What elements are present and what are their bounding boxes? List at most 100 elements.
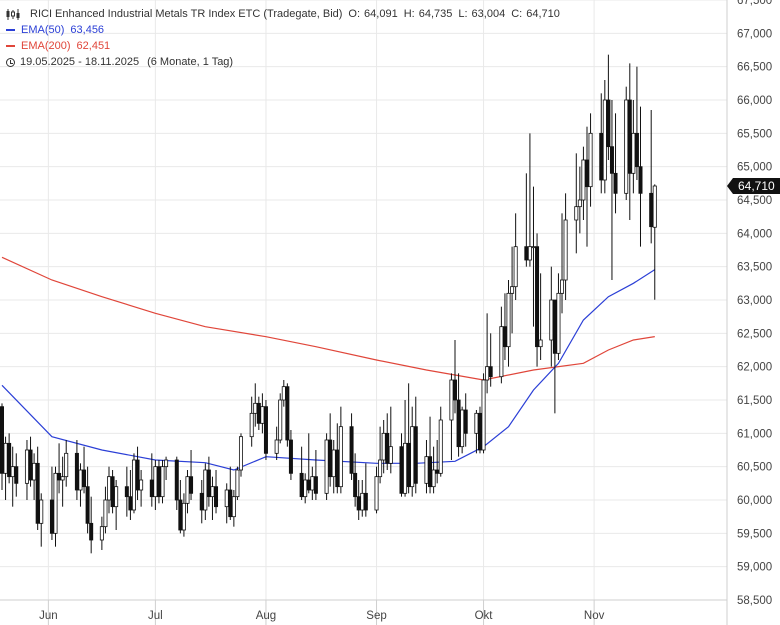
candle-body-down: [14, 466, 19, 484]
y-tick-label: 62,000: [737, 362, 772, 374]
candle: [174, 456, 179, 510]
candle: [606, 54, 611, 160]
candle-body-down: [634, 132, 639, 168]
candle-body-down: [313, 476, 318, 494]
candle-body-down: [128, 496, 133, 511]
candle-body-down: [285, 386, 290, 441]
candle: [139, 470, 144, 507]
candle-body-up: [481, 379, 486, 451]
candle: [107, 466, 112, 514]
candle-body-up: [527, 246, 532, 261]
candle: [574, 153, 579, 254]
candle: [313, 450, 318, 500]
candle-body-up: [249, 412, 254, 438]
candle: [513, 213, 518, 300]
candle-body-up: [203, 469, 208, 511]
candle-body-up: [210, 486, 215, 498]
candle: [99, 516, 104, 550]
candle-body-down: [627, 99, 632, 174]
chart-legend: RICI Enhanced Industrial Metals TR Index…: [6, 6, 560, 70]
candle: [85, 466, 90, 534]
candle: [185, 470, 190, 514]
candle: [631, 100, 636, 194]
candlestick-icon: [6, 8, 20, 20]
candle: [214, 470, 219, 514]
candle-body-up: [24, 449, 29, 484]
candle-body-up: [438, 419, 443, 474]
y-tick-label: 63,500: [737, 262, 772, 274]
candle: [556, 273, 561, 360]
candle: [531, 186, 536, 327]
candle-body-up: [424, 456, 429, 484]
candle-body-down: [488, 366, 493, 378]
candle-body-up: [3, 442, 8, 474]
candle: [39, 493, 44, 547]
candle: [206, 456, 211, 507]
candle: [53, 466, 58, 547]
candle-body-up: [556, 292, 561, 354]
candle: [460, 406, 465, 454]
candle-body-up: [374, 476, 379, 511]
candle: [299, 446, 304, 500]
candle-body-down: [463, 409, 468, 434]
candle-body-up: [485, 366, 490, 381]
candle-body-down: [135, 459, 140, 491]
candle-body-up: [549, 299, 554, 341]
candle-body-down: [609, 146, 614, 174]
candle-body-up: [360, 492, 365, 511]
candle-body-up: [460, 409, 465, 448]
legend-ema200: EMA(200) 62,451: [6, 38, 560, 54]
candle: [577, 166, 582, 234]
candle-body-down: [299, 472, 304, 498]
candle: [49, 466, 54, 540]
candle: [103, 486, 108, 534]
candle-body-down: [649, 192, 654, 228]
ema200-value: 62,451: [76, 40, 111, 52]
candle-body-down: [606, 99, 611, 148]
ema50-label: EMA(50): [21, 24, 65, 36]
candle: [588, 113, 593, 207]
candle: [449, 373, 454, 460]
candle: [57, 443, 62, 494]
candle-body-down: [124, 486, 129, 498]
candle: [624, 86, 629, 200]
candle-body-up: [131, 459, 136, 511]
candle: [224, 483, 229, 524]
candle-body-down: [435, 469, 440, 474]
candle: [463, 393, 468, 447]
y-tick-label: 64,000: [737, 228, 772, 240]
ema200-swatch: [6, 45, 15, 47]
candle-body-up: [153, 466, 158, 498]
candle-body-down: [82, 469, 87, 488]
candle: [438, 406, 443, 477]
ema200-layer: [1, 256, 655, 381]
legend-low: 63,004: [471, 8, 506, 20]
candle-body-up: [577, 199, 582, 208]
candle-body-down: [228, 489, 233, 518]
candle-body-down: [57, 472, 62, 481]
candle-body-up: [274, 439, 279, 454]
candle-body-down: [552, 299, 557, 354]
candle: [210, 476, 215, 520]
candle: [238, 433, 243, 477]
candle-body-up: [32, 462, 37, 481]
candle: [89, 496, 94, 554]
candle: [10, 446, 15, 507]
candle-body-down: [89, 522, 94, 541]
legend-title-row: RICI Enhanced Industrial Metals TR Index…: [6, 6, 560, 22]
candle-body-up: [381, 432, 386, 461]
candle: [3, 436, 8, 500]
candle: [249, 396, 254, 447]
x-tick-label: Nov: [584, 610, 605, 622]
candle-body-up: [652, 185, 657, 228]
candle-body-up: [506, 292, 511, 348]
candle: [649, 110, 654, 244]
candle: [499, 306, 504, 384]
candle: [474, 410, 479, 454]
candle-body-down: [428, 456, 433, 488]
candle: [110, 470, 115, 514]
candle-body-up: [449, 379, 454, 421]
candle: [424, 440, 429, 494]
candle: [638, 106, 643, 247]
